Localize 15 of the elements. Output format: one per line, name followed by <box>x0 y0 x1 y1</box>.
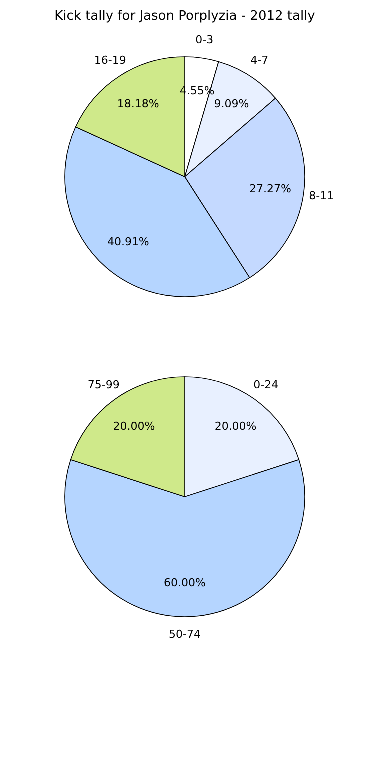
slice-label: 50-74 <box>169 628 201 641</box>
slice-label: 75-99 <box>88 378 120 392</box>
data-label: 40.91% <box>107 235 150 248</box>
slice-label: 0-24 <box>254 378 279 392</box>
data-label: 27.27% <box>250 182 292 196</box>
data-label: 20.00% <box>113 420 156 434</box>
data-label: 18.18% <box>117 97 160 110</box>
slice-label: 0-3 <box>196 33 214 46</box>
slice-label: 8-11 <box>309 190 334 203</box>
chart-title: Kick tally for Jason Porplyzia - 2012 tally <box>54 9 316 24</box>
data-label: 60.00% <box>164 576 206 590</box>
slice-label: 16-19 <box>94 54 126 67</box>
data-label: 9.09% <box>214 97 250 110</box>
data-label: 20.00% <box>214 420 257 434</box>
slice-label: 4-7 <box>250 54 269 67</box>
